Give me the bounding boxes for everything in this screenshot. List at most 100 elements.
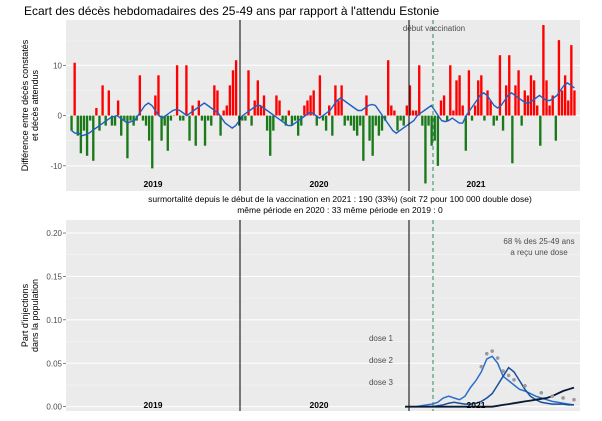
panel2-background — [66, 220, 580, 411]
panel1-bar — [396, 115, 399, 131]
panel1-bar — [166, 115, 169, 151]
panel1-bar — [120, 115, 123, 136]
panel1-bar — [154, 95, 157, 116]
dose-marker — [523, 384, 527, 388]
panel1-bar — [340, 85, 343, 116]
panel1-bar — [262, 95, 266, 116]
panel1-bar — [160, 115, 163, 141]
dose-series-line — [405, 386, 575, 408]
panel1-bar — [210, 115, 213, 126]
panel1-bar — [95, 108, 98, 116]
panel1-bar — [293, 115, 297, 121]
panel1-bar — [542, 25, 545, 116]
panel1-bar — [517, 70, 520, 116]
panel1-bar — [107, 90, 110, 116]
panel1-bar — [430, 115, 433, 146]
panel1-trend-line — [71, 82, 575, 137]
panel1-bar — [464, 115, 467, 151]
dose-marker — [490, 349, 495, 353]
panel1-bar — [272, 115, 275, 131]
panel1-bar — [545, 80, 548, 116]
panel1-bar — [399, 115, 402, 121]
panel1-bar — [82, 115, 86, 131]
panel1-bar — [368, 115, 371, 141]
panel1-bar — [554, 115, 558, 141]
panel1-bar — [228, 85, 232, 116]
panel1-bar — [408, 85, 412, 116]
panel1-bar — [163, 115, 166, 126]
dose-series-line — [405, 355, 575, 408]
panel1-year-label: 2020 — [310, 179, 329, 189]
panel1-bar — [101, 85, 104, 116]
panel1-bar — [306, 100, 309, 116]
dose-marker — [495, 356, 500, 360]
panel1-bar — [169, 115, 173, 121]
panel2-y-tick-label: 0.00 — [46, 403, 62, 412]
panel1-bar — [495, 115, 499, 121]
panel1-bar — [539, 115, 542, 146]
dose-label: dose 2 — [369, 356, 394, 365]
panel1-bar — [110, 115, 114, 126]
panel1-bar — [526, 95, 530, 116]
panel1-bar — [318, 75, 322, 116]
panel1-bar — [241, 115, 244, 121]
panel1-bar — [560, 90, 564, 116]
panel1-bar — [200, 115, 204, 121]
panel1-bar — [489, 100, 492, 116]
panel1-bar — [144, 115, 148, 126]
chart-title: Ecart des décès hebdomadaires des 25-49 … — [24, 4, 440, 18]
panel1-bar — [346, 115, 350, 121]
panel2-year-label: 2021 — [467, 400, 486, 410]
panel1-bar — [405, 105, 408, 116]
panel1-bar — [76, 115, 79, 136]
panel1-bar — [532, 80, 536, 116]
panel1-bar — [225, 105, 228, 116]
panel1-bar — [433, 115, 436, 141]
panel1-bar — [436, 115, 440, 166]
panel2-y-tick-label: 0.20 — [46, 229, 62, 238]
panel1-bar — [222, 110, 225, 116]
panel1-bar — [141, 115, 145, 121]
panel1-bar — [383, 115, 387, 121]
panel1-bar — [203, 115, 207, 146]
panel1-bar — [123, 115, 126, 121]
panel1-bar — [473, 105, 477, 116]
panel1-bar — [343, 115, 346, 126]
panel1-bar — [172, 115, 176, 117]
panel1-bar — [520, 115, 523, 126]
panel1-bar — [337, 100, 340, 116]
panel1-bar — [315, 115, 318, 126]
dose-marker — [561, 396, 565, 400]
panel1-bar — [70, 115, 73, 131]
panel1-bar — [138, 75, 142, 116]
panel1-y-tick-label: 10 — [53, 61, 62, 70]
panel1-bar — [194, 115, 197, 146]
panel1-bar — [377, 115, 381, 136]
panel1-bar — [331, 115, 334, 136]
panel1-bar — [402, 115, 405, 126]
panel1-bar — [113, 115, 117, 126]
panel1-bar — [380, 115, 384, 131]
panel1-bar — [393, 110, 396, 116]
panel1-bar — [567, 100, 570, 116]
panel1-year-label: 2021 — [467, 179, 486, 189]
panel1-bar — [126, 115, 129, 159]
dose-marker — [512, 377, 516, 382]
panel1-bar — [98, 115, 101, 131]
dose-marker — [550, 394, 554, 399]
panel1-bar — [352, 115, 356, 131]
panel1-bar — [365, 95, 368, 116]
panel1-bar — [452, 110, 455, 116]
panel2-y-axis-label: Part d'injections — [20, 283, 30, 347]
panel1-bar — [536, 105, 539, 116]
panel1-bar — [334, 85, 337, 116]
panel2-y-tick-label: 0.05 — [46, 359, 62, 368]
panel1-bar — [73, 62, 76, 116]
dose-marker — [506, 373, 511, 378]
vaccination-percent-label: 68 % des 25-49 ans — [503, 237, 574, 246]
panel1-bar — [439, 100, 443, 116]
panel1-y-axis-label: et décès attendus — [30, 69, 40, 141]
panel1-bar — [427, 115, 430, 126]
panel1-bar — [157, 75, 160, 116]
panel1-bar — [284, 115, 287, 126]
